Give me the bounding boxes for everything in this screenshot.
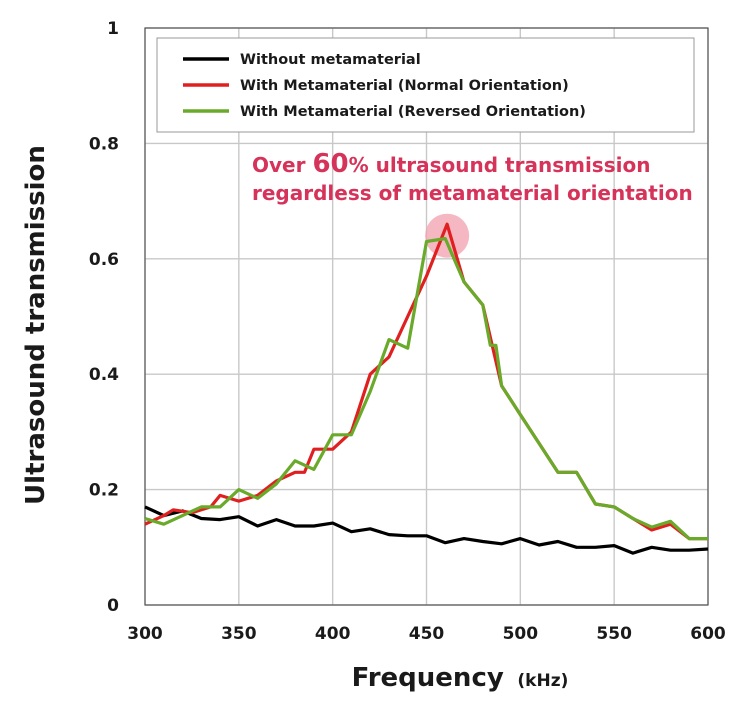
legend-box bbox=[156, 37, 695, 133]
x-axis-title-unit: (kHz) bbox=[517, 671, 568, 691]
series-line-0 bbox=[144, 505, 709, 555]
annotation-line-1: Over 60% ultrasound transmission bbox=[252, 149, 650, 179]
annotation-suffix: % ultrasound transmission bbox=[349, 153, 651, 177]
plot-frame bbox=[144, 27, 709, 606]
peak-highlight-marker bbox=[425, 213, 470, 258]
y-tick-label: 0.4 bbox=[89, 365, 119, 385]
y-tick-labels: 0 0.2 0.4 0.6 0.8 1 bbox=[89, 19, 119, 616]
annotation-highlight: 60 bbox=[312, 149, 348, 179]
x-tick-label: 450 bbox=[409, 624, 445, 644]
annotation-marker-layer bbox=[425, 213, 470, 258]
legend-label-0: Without metamaterial bbox=[240, 52, 421, 68]
legend-items: Without metamaterial With Metamaterial (N… bbox=[183, 52, 586, 120]
annotation-prefix: Over bbox=[252, 153, 312, 177]
series-line-2 bbox=[144, 237, 708, 541]
x-tick-labels: 300 350 400 450 500 550 600 bbox=[127, 624, 726, 644]
x-axis-title: Frequency (kHz) bbox=[352, 663, 569, 693]
annotation-line-2: regardless of metamaterial orientation bbox=[252, 181, 693, 205]
annotation-callout: Over 60% ultrasound transmission regardl… bbox=[252, 149, 693, 205]
x-tick-label: 300 bbox=[127, 624, 163, 644]
legend-label-1: With Metamaterial (Normal Orientation) bbox=[240, 78, 569, 94]
y-tick-label: 1 bbox=[107, 19, 119, 39]
x-axis-title-main: Frequency bbox=[352, 663, 504, 693]
legend-label-2: With Metamaterial (Reversed Orientation) bbox=[240, 104, 586, 120]
series-layer bbox=[144, 222, 709, 555]
y-tick-label: 0.2 bbox=[89, 481, 119, 501]
x-tick-label: 400 bbox=[315, 624, 351, 644]
y-tick-label: 0.6 bbox=[89, 250, 119, 270]
y-tick-label: 0.8 bbox=[89, 134, 119, 154]
y-axis-title: Ultrasound transmission bbox=[21, 145, 51, 505]
x-tick-label: 350 bbox=[221, 624, 257, 644]
x-tick-label: 600 bbox=[690, 624, 726, 644]
y-tick-label: 0 bbox=[107, 596, 119, 616]
x-tick-label: 550 bbox=[596, 624, 632, 644]
x-tick-label: 500 bbox=[503, 624, 539, 644]
legend: Without metamaterial With Metamaterial (N… bbox=[156, 37, 695, 133]
